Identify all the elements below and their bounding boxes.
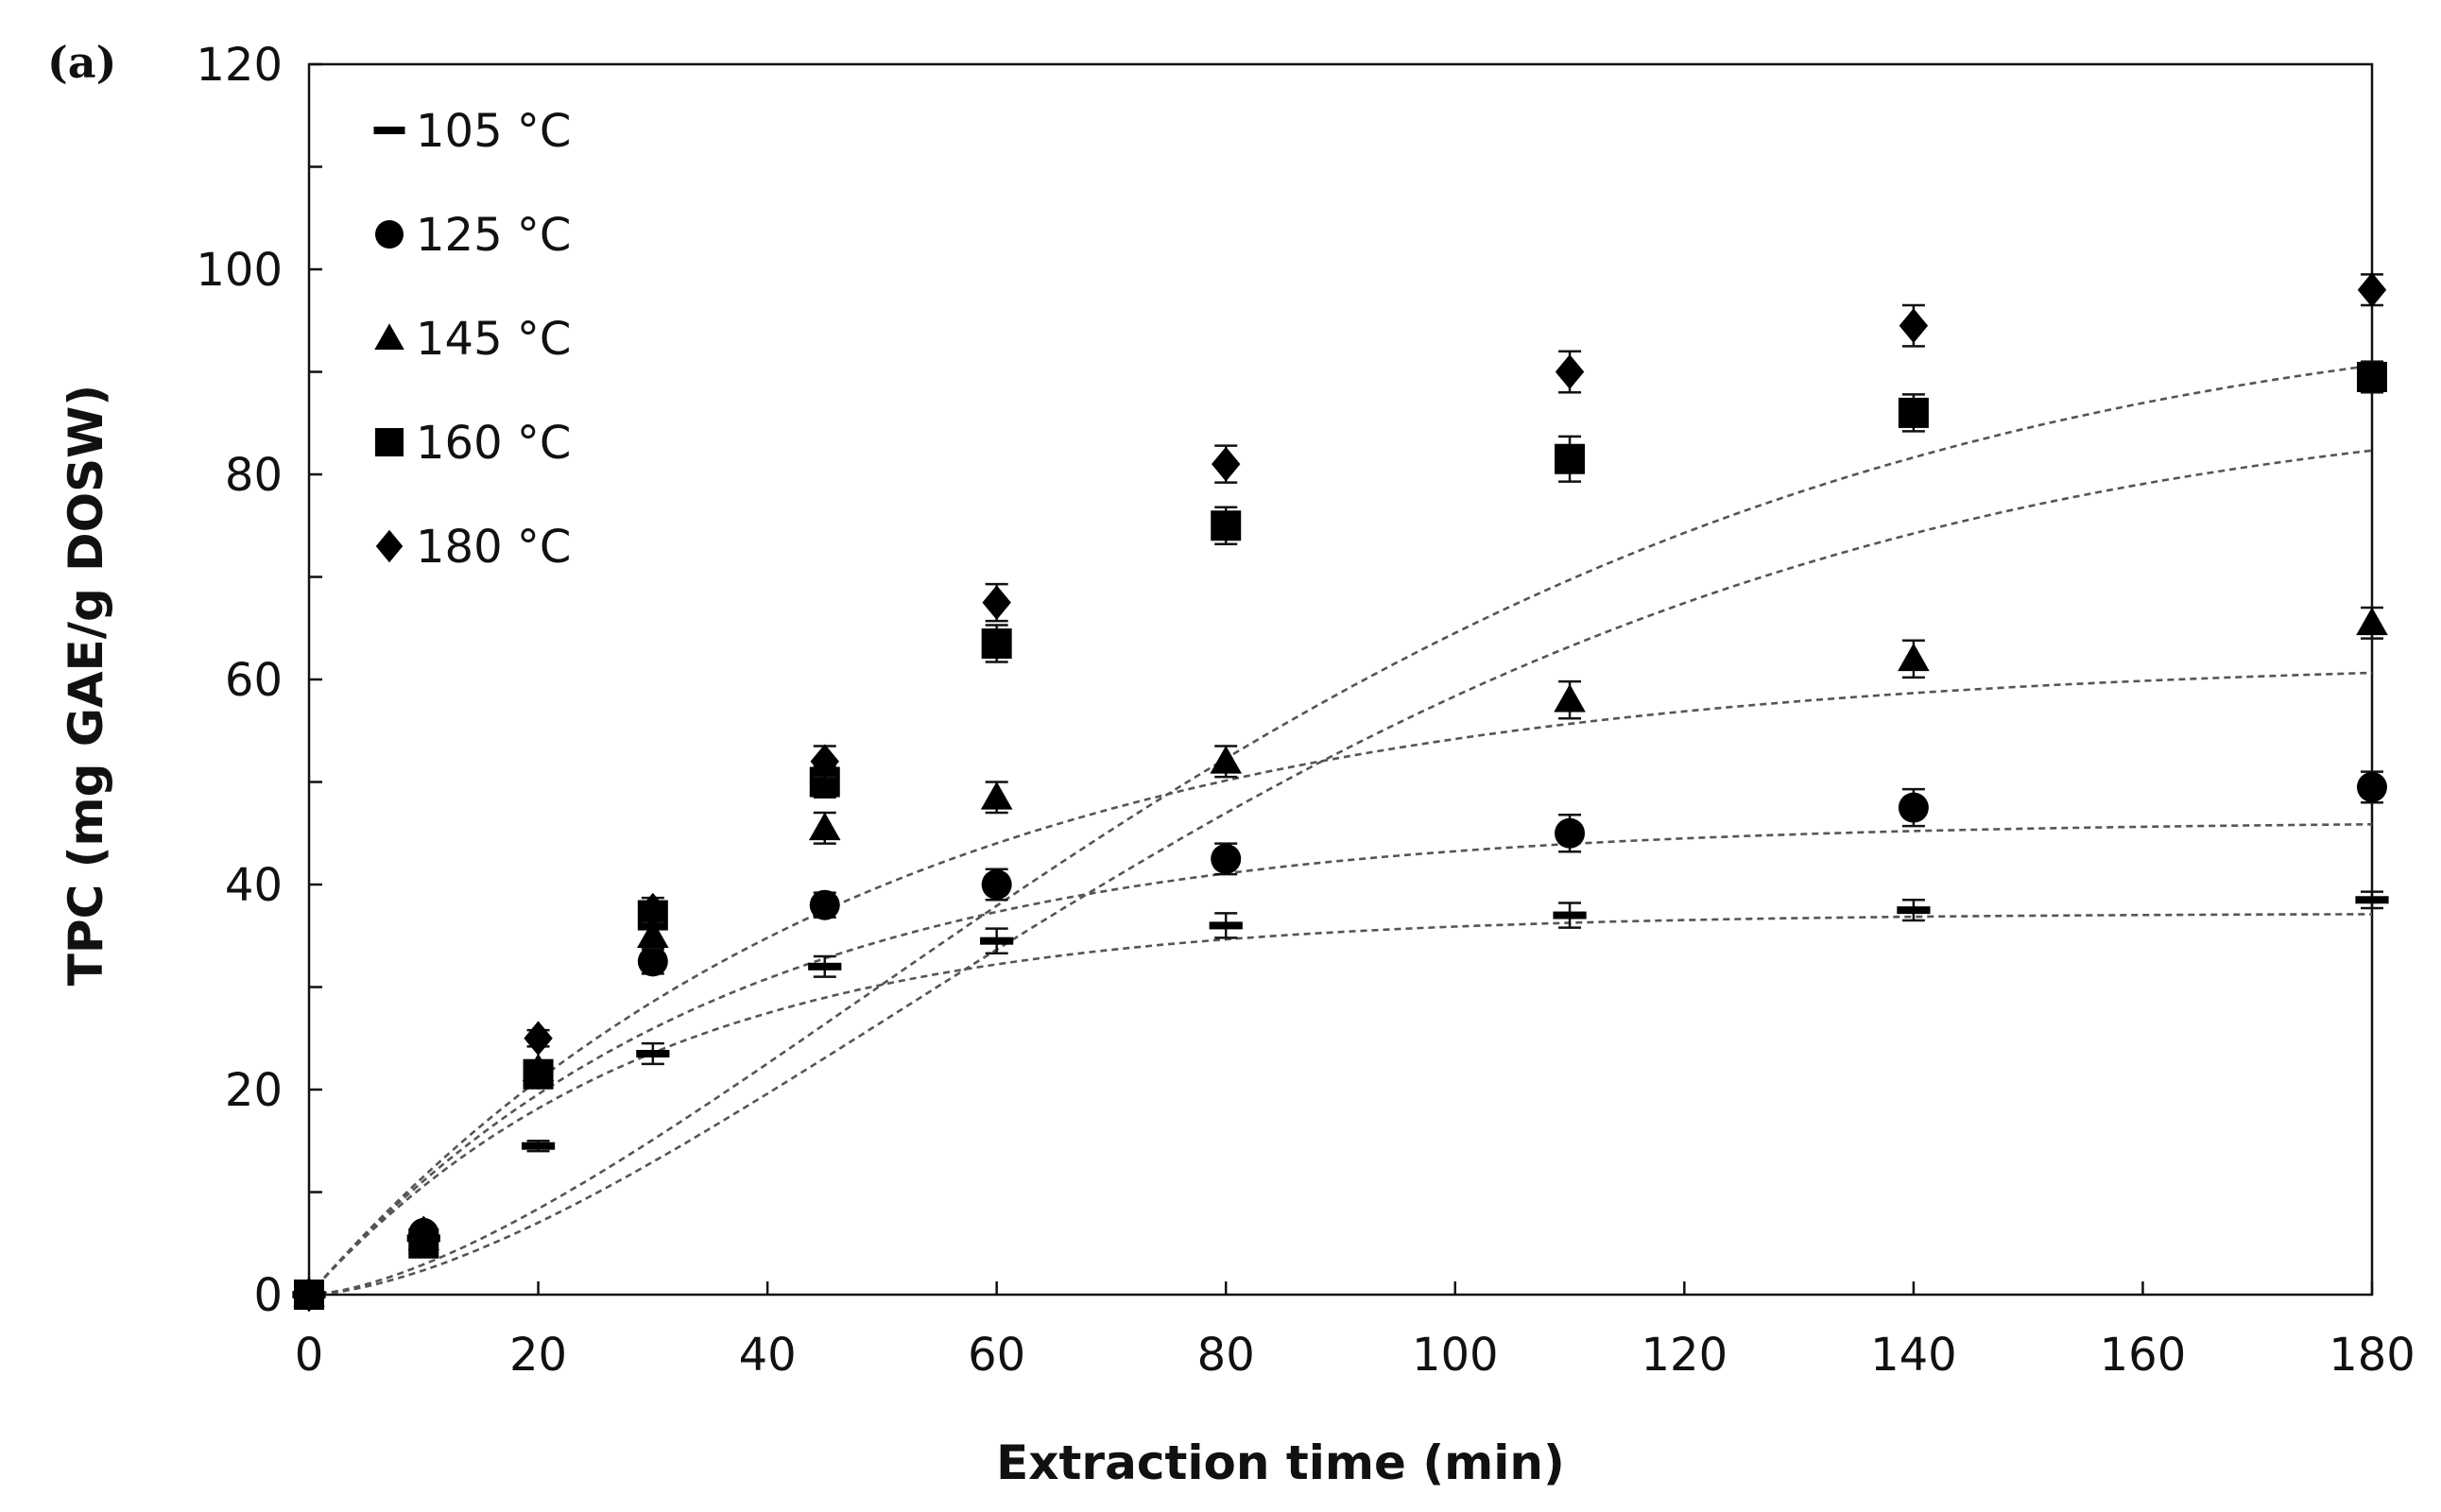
fit-curves — [308, 364, 2373, 1297]
data-point — [1898, 397, 1929, 428]
data-point — [524, 1021, 553, 1057]
data-point — [523, 1058, 554, 1090]
data-point — [980, 781, 1013, 810]
data-point — [981, 628, 1012, 660]
data-point — [638, 892, 668, 928]
data-point — [808, 812, 841, 841]
x-axis-title: Extraction time (min) — [996, 1435, 1565, 1490]
legend-marker — [375, 529, 404, 563]
axes: 0 20 40 60 80 100 120 0 20 40 60 80 100 120 140 160 180 — [196, 39, 2415, 1382]
data-point — [1555, 354, 1585, 389]
legend-label: 180 °C — [416, 521, 571, 574]
data-point — [2357, 771, 2387, 802]
data-points — [292, 272, 2389, 1313]
data-point — [1555, 817, 1586, 849]
legend-label: 160 °C — [416, 417, 571, 470]
data-point — [1211, 843, 1242, 874]
y-tick-label: 100 — [196, 244, 283, 297]
data-point — [1209, 921, 1243, 930]
legend-marker — [375, 428, 404, 456]
data-point — [409, 1215, 438, 1251]
data-point — [810, 744, 839, 780]
data-point — [2355, 896, 2389, 904]
data-point — [636, 1050, 670, 1058]
fit-curve — [308, 913, 2372, 1296]
data-point — [1212, 446, 1241, 482]
plot-frame — [307, 62, 2374, 1297]
data-point — [637, 919, 669, 949]
data-point — [982, 585, 1011, 621]
legend: 105 °C 125 °C 145 °C 160 °C 180 °C — [373, 105, 571, 574]
x-tick-label: 140 — [1870, 1329, 1957, 1382]
data-point — [1899, 308, 1929, 344]
legend-marker — [373, 127, 405, 134]
data-point — [1210, 746, 1243, 774]
fit-curve — [308, 823, 2373, 1296]
data-point — [980, 936, 1014, 945]
x-tick-label: 120 — [1642, 1329, 1728, 1382]
data-point — [2357, 361, 2387, 392]
y-axis-title: TPC (mg GAE/g DOSW) — [59, 385, 113, 986]
legend-label: 125 °C — [416, 209, 571, 262]
x-tick-label: 60 — [968, 1329, 1025, 1382]
data-point — [1898, 792, 1929, 823]
legend-label: 105 °C — [416, 105, 571, 158]
data-point — [637, 946, 668, 977]
x-tick-label: 100 — [1412, 1329, 1499, 1382]
legend-marker — [375, 220, 404, 249]
data-point — [2356, 607, 2388, 636]
fit-curve — [308, 364, 2373, 1297]
y-tick-label: 0 — [253, 1269, 283, 1322]
y-tick-label: 60 — [225, 654, 283, 707]
data-point — [1554, 683, 1586, 713]
data-point — [1211, 510, 1242, 541]
x-tick-label: 40 — [739, 1329, 797, 1382]
data-point — [1898, 643, 1930, 672]
panel-label: (a) — [47, 37, 116, 88]
x-tick-label: 0 — [295, 1329, 324, 1382]
data-point — [808, 962, 842, 971]
data-point — [294, 1277, 324, 1313]
x-tick-label: 180 — [2329, 1329, 2415, 1382]
x-tick-label: 80 — [1197, 1329, 1255, 1382]
data-point — [2357, 272, 2387, 308]
data-point — [1553, 911, 1587, 919]
y-tick-label: 20 — [225, 1064, 283, 1117]
data-point — [1555, 443, 1586, 474]
y-tick-label: 80 — [225, 449, 283, 502]
y-tick-label: 40 — [225, 859, 283, 912]
data-point — [1897, 906, 1931, 915]
legend-marker — [374, 323, 404, 350]
data-point — [981, 869, 1012, 900]
data-point — [521, 1142, 556, 1150]
y-tick-label: 120 — [196, 39, 283, 92]
x-tick-label: 20 — [509, 1329, 567, 1382]
fit-curve — [308, 449, 2373, 1297]
legend-label: 145 °C — [416, 313, 571, 366]
x-tick-label: 160 — [2100, 1329, 2187, 1382]
fit-curve — [308, 671, 2373, 1296]
data-point — [809, 889, 840, 920]
